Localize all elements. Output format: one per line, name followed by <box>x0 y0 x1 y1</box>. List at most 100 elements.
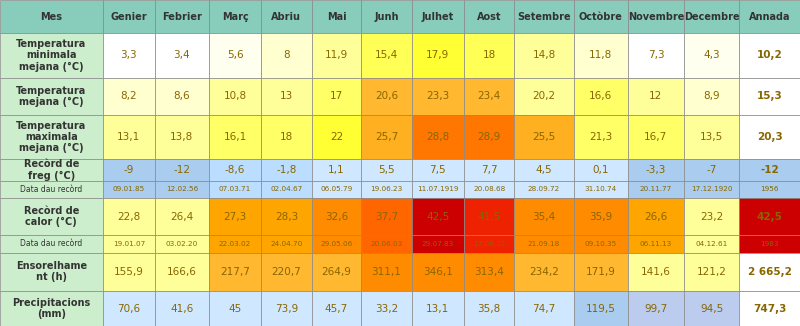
Text: 17,9: 17,9 <box>426 51 450 60</box>
Bar <box>209 198 261 235</box>
Text: 23,2: 23,2 <box>700 212 723 222</box>
Text: 13: 13 <box>280 91 293 101</box>
Text: 171,9: 171,9 <box>586 267 615 277</box>
Text: 22,8: 22,8 <box>118 212 141 222</box>
Bar <box>684 253 739 291</box>
Text: 25,5: 25,5 <box>533 132 556 142</box>
Text: Genier: Genier <box>110 11 147 22</box>
Text: -12: -12 <box>174 165 190 175</box>
Bar <box>362 114 412 159</box>
Text: 3,3: 3,3 <box>121 51 137 60</box>
Bar <box>412 159 464 181</box>
Bar <box>261 181 312 198</box>
Bar <box>514 33 574 78</box>
Bar <box>312 235 362 253</box>
Text: 17.12.1920: 17.12.1920 <box>691 186 732 192</box>
Text: 25,7: 25,7 <box>375 132 398 142</box>
Text: 8,6: 8,6 <box>174 91 190 101</box>
Bar <box>628 235 684 253</box>
Text: 31.10.74: 31.10.74 <box>585 186 617 192</box>
Bar <box>0 235 102 253</box>
Text: 45,7: 45,7 <box>325 304 348 314</box>
Bar <box>362 198 412 235</box>
Text: Decembre: Decembre <box>684 11 739 22</box>
Bar <box>261 78 312 114</box>
Text: 121,2: 121,2 <box>697 267 726 277</box>
Bar <box>261 33 312 78</box>
Bar <box>261 253 312 291</box>
Text: 0,1: 0,1 <box>593 165 609 175</box>
Bar <box>209 291 261 326</box>
Bar <box>628 33 684 78</box>
Text: 26,4: 26,4 <box>170 212 194 222</box>
Bar <box>412 114 464 159</box>
Bar <box>102 181 155 198</box>
Bar <box>628 114 684 159</box>
Text: 4,3: 4,3 <box>703 51 720 60</box>
Bar <box>209 0 261 33</box>
Bar <box>628 0 684 33</box>
Bar <box>412 198 464 235</box>
Bar <box>102 78 155 114</box>
Bar <box>209 114 261 159</box>
Text: 11,9: 11,9 <box>325 51 348 60</box>
Text: 16,1: 16,1 <box>223 132 246 142</box>
Text: 41,6: 41,6 <box>170 304 194 314</box>
Text: 42,5: 42,5 <box>426 212 450 222</box>
Text: Abriu: Abriu <box>271 11 302 22</box>
Bar <box>362 253 412 291</box>
Text: 02.04.67: 02.04.67 <box>270 186 302 192</box>
Bar <box>209 33 261 78</box>
Bar <box>574 78 628 114</box>
Bar <box>362 291 412 326</box>
Bar <box>362 0 412 33</box>
Bar <box>739 0 800 33</box>
Text: 15,4: 15,4 <box>375 51 398 60</box>
Bar <box>574 181 628 198</box>
Text: 41,5: 41,5 <box>478 212 501 222</box>
Bar <box>684 235 739 253</box>
Text: 5,5: 5,5 <box>378 165 395 175</box>
Bar <box>155 198 209 235</box>
Bar <box>312 0 362 33</box>
Bar <box>312 291 362 326</box>
Text: Junh: Junh <box>374 11 398 22</box>
Bar <box>514 181 574 198</box>
Bar <box>574 0 628 33</box>
Text: Setembre: Setembre <box>518 11 571 22</box>
Bar <box>261 291 312 326</box>
Text: 94,5: 94,5 <box>700 304 723 314</box>
Bar <box>464 159 514 181</box>
Bar <box>0 291 102 326</box>
Text: 264,9: 264,9 <box>322 267 351 277</box>
Bar <box>155 33 209 78</box>
Text: 10,2: 10,2 <box>757 51 782 60</box>
Bar <box>102 235 155 253</box>
Bar <box>739 159 800 181</box>
Text: 11,8: 11,8 <box>589 51 612 60</box>
Bar <box>102 0 155 33</box>
Text: 11.07.1919: 11.07.1919 <box>417 186 458 192</box>
Text: Març: Març <box>222 11 249 22</box>
Text: 33,2: 33,2 <box>375 304 398 314</box>
Bar <box>464 253 514 291</box>
Bar <box>362 235 412 253</box>
Bar <box>209 235 261 253</box>
Text: 28,8: 28,8 <box>426 132 450 142</box>
Text: 17: 17 <box>330 91 343 101</box>
Bar <box>464 0 514 33</box>
Text: 29.07.83: 29.07.83 <box>422 241 454 247</box>
Bar <box>209 253 261 291</box>
Bar <box>514 198 574 235</box>
Text: 28,3: 28,3 <box>274 212 298 222</box>
Text: 29.05.06: 29.05.06 <box>320 241 353 247</box>
Text: 23,4: 23,4 <box>478 91 501 101</box>
Text: 06.05.79: 06.05.79 <box>320 186 353 192</box>
Bar <box>514 235 574 253</box>
Text: 8,2: 8,2 <box>121 91 137 101</box>
Bar <box>312 181 362 198</box>
Bar <box>412 253 464 291</box>
Text: 7,3: 7,3 <box>648 51 664 60</box>
Bar <box>574 114 628 159</box>
Bar <box>464 181 514 198</box>
